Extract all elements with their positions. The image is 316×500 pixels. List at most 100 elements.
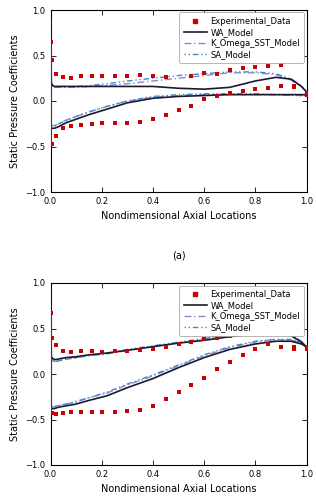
Point <box>61 74 66 82</box>
Point <box>99 408 104 416</box>
Point <box>69 74 74 82</box>
Point <box>53 70 58 78</box>
Point <box>278 82 283 90</box>
Point <box>69 408 74 416</box>
Y-axis label: Static Pressure Coefficients: Static Pressure Coefficients <box>10 307 20 441</box>
Point <box>278 342 283 350</box>
Point <box>150 346 155 354</box>
Point <box>189 102 194 110</box>
Point <box>69 348 74 356</box>
Point <box>304 90 309 98</box>
Point <box>202 374 207 382</box>
Point <box>202 336 207 344</box>
Point <box>202 95 207 103</box>
Point <box>253 344 258 352</box>
Point <box>202 69 207 77</box>
Point <box>89 72 94 80</box>
Point <box>291 342 296 350</box>
Point <box>61 409 66 417</box>
Point <box>240 64 245 72</box>
Point <box>49 409 54 417</box>
Point <box>112 348 117 356</box>
Point <box>163 396 168 404</box>
Point <box>176 340 181 348</box>
Legend: Experimental_Data, WA_Model, K_Omega_SST_Model, SA_Model: Experimental_Data, WA_Model, K_Omega_SST… <box>179 286 304 336</box>
Point <box>137 406 143 414</box>
Point <box>265 84 270 92</box>
Point <box>253 85 258 93</box>
Point <box>99 348 104 356</box>
Point <box>240 330 245 338</box>
Point <box>137 70 143 78</box>
Point <box>227 66 232 74</box>
Point <box>125 348 130 356</box>
Y-axis label: Static Pressure Coefficients: Static Pressure Coefficients <box>10 34 20 168</box>
Point <box>176 388 181 396</box>
Point <box>214 334 219 342</box>
Point <box>49 334 54 342</box>
Point <box>112 408 117 416</box>
Point <box>240 351 245 359</box>
Point <box>214 92 219 100</box>
Point <box>150 115 155 123</box>
Point <box>189 72 194 80</box>
Point <box>214 70 219 78</box>
Point <box>278 60 283 68</box>
Point <box>304 342 309 350</box>
Point <box>265 62 270 70</box>
Point <box>49 409 54 417</box>
Point <box>53 410 58 418</box>
Legend: Experimental_Data, WA_Model, K_Omega_SST_Model, SA_Model: Experimental_Data, WA_Model, K_Omega_SST… <box>179 12 304 63</box>
Text: (a): (a) <box>172 250 185 260</box>
Point <box>53 341 58 349</box>
Point <box>176 106 181 114</box>
Point <box>291 84 296 92</box>
Point <box>89 120 94 128</box>
Point <box>265 340 270 348</box>
Point <box>125 119 130 127</box>
X-axis label: Nondimensional Axial Locations: Nondimensional Axial Locations <box>101 212 256 222</box>
Point <box>79 120 84 128</box>
Point <box>291 346 296 354</box>
Point <box>79 72 84 80</box>
Point <box>61 348 66 356</box>
Point <box>189 338 194 346</box>
Point <box>227 332 232 340</box>
Point <box>61 124 66 132</box>
Point <box>49 38 54 46</box>
Point <box>240 87 245 95</box>
Point <box>137 346 143 354</box>
Point <box>49 309 54 317</box>
Point <box>304 344 309 352</box>
Point <box>291 82 296 90</box>
Point <box>163 110 168 118</box>
Point <box>253 64 258 72</box>
Point <box>253 329 258 337</box>
Point <box>125 408 130 416</box>
Point <box>112 72 117 80</box>
Point <box>137 118 143 126</box>
Point <box>278 328 283 336</box>
Point <box>304 89 309 97</box>
Point <box>265 328 270 336</box>
Point <box>163 342 168 350</box>
Point <box>112 119 117 127</box>
Point <box>49 56 54 64</box>
Point <box>214 366 219 374</box>
Point <box>99 72 104 80</box>
Point <box>49 140 54 148</box>
Point <box>79 408 84 416</box>
Point <box>125 72 130 80</box>
Point <box>150 402 155 410</box>
Point <box>89 348 94 356</box>
X-axis label: Nondimensional Axial Locations: Nondimensional Axial Locations <box>101 484 256 494</box>
Point <box>49 140 54 148</box>
Point <box>150 72 155 80</box>
Point <box>189 381 194 389</box>
Point <box>163 74 168 82</box>
Point <box>53 132 58 140</box>
Point <box>69 122 74 130</box>
Point <box>79 348 84 356</box>
Point <box>227 89 232 97</box>
Point <box>89 408 94 416</box>
